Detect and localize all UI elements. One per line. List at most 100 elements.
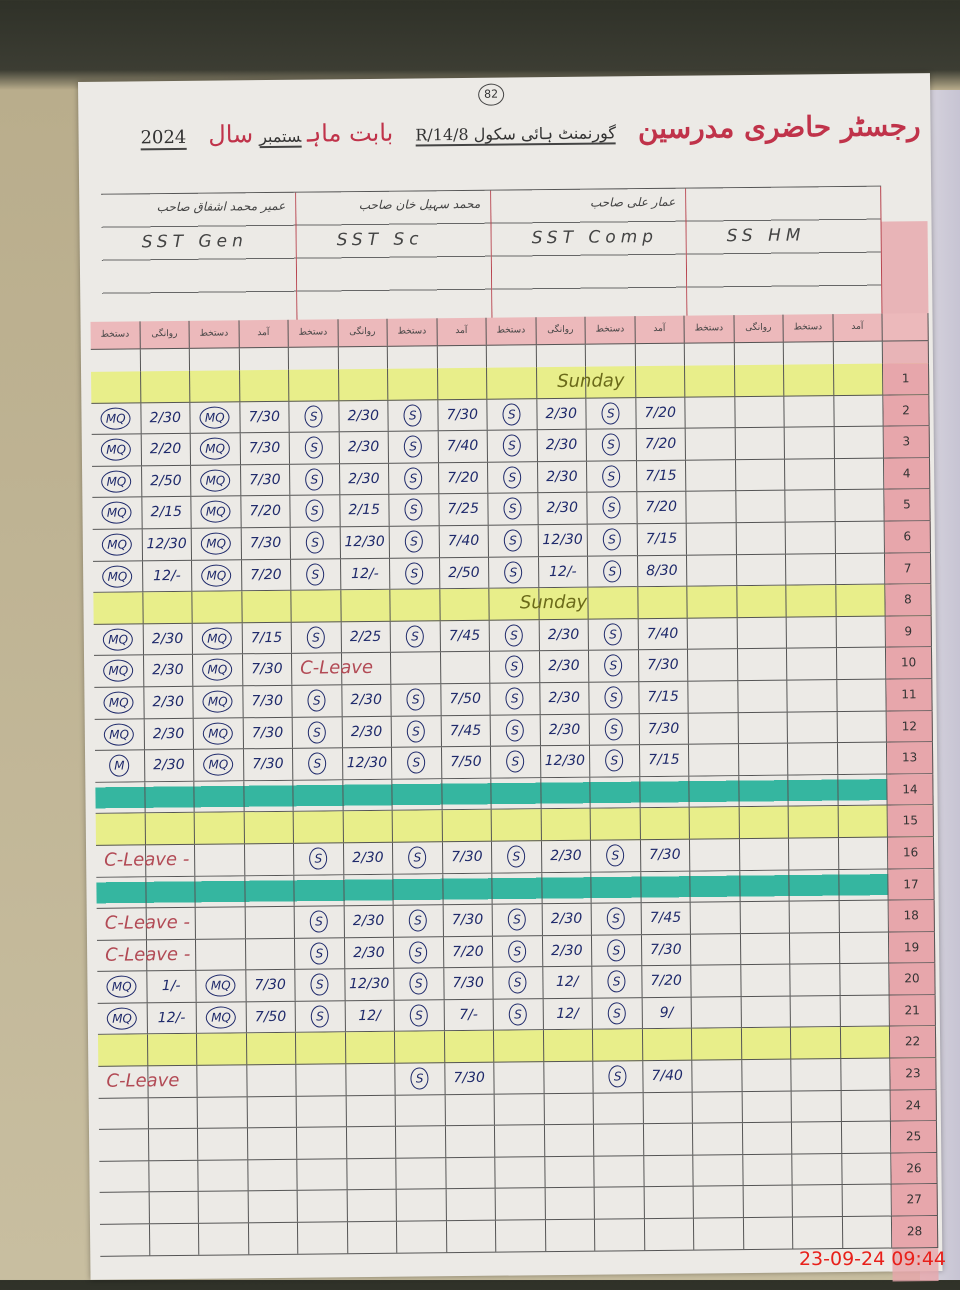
signature-cell bbox=[195, 938, 246, 971]
signature-cell: S bbox=[587, 555, 638, 587]
signature-cell: MQ bbox=[196, 1002, 247, 1034]
signature-initials: S bbox=[408, 846, 427, 869]
signature-initials: S bbox=[407, 719, 425, 743]
time-cell bbox=[834, 489, 885, 522]
time-cell bbox=[241, 590, 292, 623]
signature-cell bbox=[687, 617, 738, 649]
signature-initials: MQ bbox=[100, 407, 131, 430]
signature-cell: S bbox=[491, 841, 542, 873]
time-cell bbox=[247, 1159, 298, 1191]
time-cell bbox=[737, 648, 788, 681]
time-cell bbox=[833, 395, 884, 427]
time-cell: 2/30 bbox=[339, 463, 390, 495]
signature-cell bbox=[594, 1187, 645, 1219]
signature-cell bbox=[690, 870, 741, 902]
time-cell bbox=[545, 1188, 595, 1220]
signature-cell bbox=[784, 395, 835, 427]
column-header: آمد bbox=[634, 315, 685, 344]
time-cell: 7/30 bbox=[444, 1062, 495, 1094]
time-cell bbox=[440, 652, 491, 684]
time-cell bbox=[444, 1031, 495, 1063]
signature-initials: MQ bbox=[200, 500, 231, 524]
leave-label: C-Leave bbox=[106, 1070, 180, 1092]
time-cell bbox=[148, 1129, 199, 1161]
column-header: روانگی bbox=[140, 320, 190, 349]
time-cell bbox=[345, 1063, 396, 1095]
time-cell: 2/30 bbox=[537, 493, 588, 525]
time-cell bbox=[245, 938, 296, 970]
signature-cell: S bbox=[489, 651, 540, 683]
signature-cell bbox=[788, 837, 839, 870]
time-cell: 2/30 bbox=[144, 718, 194, 750]
time-cell bbox=[741, 996, 791, 1028]
signature-cell: MQ bbox=[94, 687, 145, 719]
signature-cell: S bbox=[586, 429, 637, 461]
signature-cell bbox=[396, 1189, 447, 1221]
signature-cell bbox=[688, 712, 739, 744]
signature-cell bbox=[594, 1155, 645, 1188]
time-cell bbox=[737, 617, 787, 649]
time-cell: 2/30 bbox=[143, 623, 193, 655]
time-cell: 7/30 bbox=[245, 970, 296, 1002]
signature-cell: S bbox=[488, 493, 539, 525]
date-header bbox=[882, 313, 929, 341]
signature-initials: S bbox=[504, 560, 523, 584]
signature-cell bbox=[693, 1218, 744, 1250]
signature-initials: S bbox=[404, 435, 423, 458]
blank-cell bbox=[387, 346, 438, 369]
signature-cell bbox=[293, 811, 344, 843]
register-title: رجسٹر حاضری مدرسین bbox=[637, 109, 921, 146]
time-cell bbox=[742, 1091, 792, 1123]
time-cell: 7/40 bbox=[438, 430, 488, 463]
time-cell bbox=[140, 370, 191, 402]
teacher-post: SST Sc bbox=[336, 229, 424, 251]
time-cell: 7/30 bbox=[437, 399, 488, 431]
column-header: دستخط bbox=[288, 319, 339, 347]
blank-cell bbox=[239, 347, 290, 371]
signature-cell: MQ bbox=[93, 624, 144, 656]
time-cell bbox=[545, 1219, 596, 1251]
time-cell bbox=[833, 363, 884, 395]
signature-cell: S bbox=[294, 937, 345, 970]
time-cell: 7/20 bbox=[636, 492, 687, 524]
time-cell: 2/30 bbox=[539, 682, 590, 714]
time-cell bbox=[644, 1187, 694, 1219]
register-header: رجسٹر حاضری مدرسین گورنمنٹ ہائی سکول 14/… bbox=[98, 109, 921, 151]
time-cell: 12/30 bbox=[340, 526, 390, 558]
signature-cell: S bbox=[592, 998, 643, 1030]
signature-cell bbox=[396, 1221, 447, 1253]
signature-cell: S bbox=[493, 999, 544, 1031]
date-number: 21 bbox=[889, 994, 936, 1027]
time-cell: 2/50 bbox=[439, 557, 490, 589]
signature-cell bbox=[688, 744, 739, 776]
time-cell: 7/40 bbox=[642, 1060, 693, 1092]
signature-initials: S bbox=[604, 623, 622, 646]
blank-cell bbox=[288, 347, 339, 370]
signature-initials: MQ bbox=[107, 1007, 138, 1030]
signature-initials: S bbox=[507, 845, 526, 868]
time-cell bbox=[837, 774, 888, 806]
time-cell: 2/30 bbox=[539, 651, 590, 683]
signature-cell: MQ bbox=[193, 654, 243, 686]
signature-cell bbox=[197, 1065, 248, 1097]
signature-cell: S bbox=[289, 400, 340, 432]
signature-cell: S bbox=[592, 966, 643, 998]
signature-initials: MQ bbox=[203, 753, 234, 776]
signature-cell: S bbox=[488, 556, 539, 588]
signature-cell bbox=[790, 964, 841, 996]
time-cell bbox=[742, 1154, 793, 1186]
signature-initials: S bbox=[602, 465, 621, 488]
time-cell: 7/45 bbox=[641, 902, 691, 934]
time-cell bbox=[640, 807, 690, 840]
signature-cell bbox=[690, 902, 741, 934]
time-cell bbox=[142, 591, 193, 624]
date-number: 12 bbox=[886, 710, 933, 742]
signature-cell bbox=[788, 774, 839, 806]
signature-cell: S bbox=[393, 936, 444, 969]
signature-initials: S bbox=[405, 530, 424, 553]
month-field: بابت ماہستمبرسال bbox=[208, 119, 393, 149]
time-cell bbox=[543, 1061, 594, 1093]
time-cell bbox=[343, 874, 394, 906]
signature-cell bbox=[692, 1123, 743, 1155]
time-cell: 7/45 bbox=[440, 620, 490, 652]
